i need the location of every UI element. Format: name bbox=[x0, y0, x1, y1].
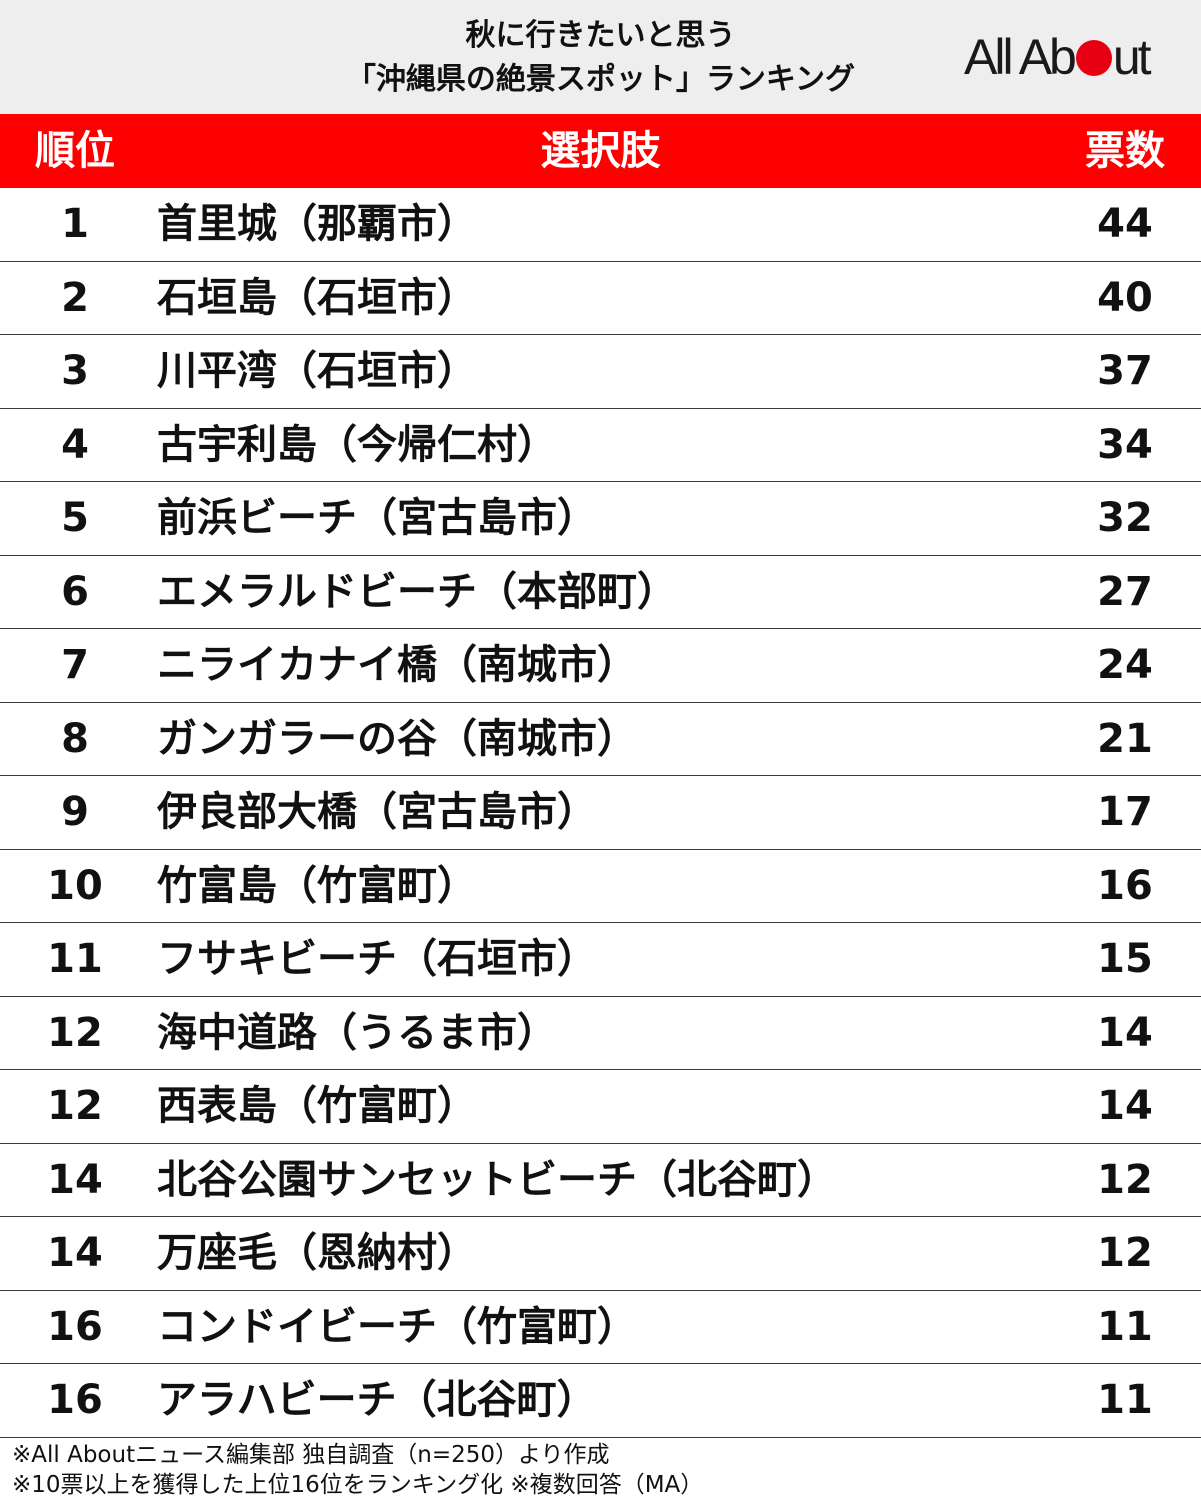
table-row: 7 ニライカナイ橋（南城市） 24 bbox=[0, 629, 1201, 703]
table-header: 順位 選択肢 票数 bbox=[0, 114, 1201, 188]
rank-cell: 12 bbox=[47, 1083, 103, 1129]
table-row: 16 コンドイビーチ（竹富町） 11 bbox=[0, 1291, 1201, 1364]
choice-cell: 海中道路（うるま市） bbox=[157, 1009, 557, 1056]
rank-cell: 16 bbox=[47, 1377, 103, 1423]
choice-cell: フサキビーチ（石垣市） bbox=[157, 936, 597, 982]
table-row: 4 古宇利島（今帰仁村） 34 bbox=[0, 409, 1201, 482]
rank-cell: 5 bbox=[61, 495, 89, 541]
column-header-rank: 順位 bbox=[35, 128, 115, 174]
rank-cell: 4 bbox=[61, 421, 89, 468]
votes-cell: 14 bbox=[1097, 1083, 1153, 1129]
rank-cell: 11 bbox=[47, 936, 103, 982]
rank-cell: 7 bbox=[61, 642, 89, 688]
votes-cell: 27 bbox=[1097, 568, 1153, 615]
votes-cell: 34 bbox=[1097, 421, 1153, 468]
table-row: 16 アラハビーチ（北谷町） 11 bbox=[0, 1364, 1201, 1438]
votes-cell: 11 bbox=[1097, 1377, 1153, 1423]
rank-cell: 3 bbox=[61, 348, 89, 394]
rank-cell: 12 bbox=[47, 1009, 103, 1056]
logo-text-end: ut bbox=[1112, 29, 1152, 85]
choice-cell: 古宇利島（今帰仁村） bbox=[157, 421, 557, 468]
votes-cell: 16 bbox=[1097, 862, 1153, 909]
chart-title: 秋に行きたいと思う 「沖縄県の絶景スポット」ランキング bbox=[0, 14, 1201, 102]
votes-cell: 17 bbox=[1097, 789, 1153, 835]
table-row: 5 前浜ビーチ（宮古島市） 32 bbox=[0, 482, 1201, 556]
footer-note-method: ※10票以上を獲得した上位16位をランキング化 ※複数回答（MA） bbox=[12, 1472, 704, 1498]
column-header-votes: 票数 bbox=[1085, 128, 1165, 174]
choice-cell: コンドイビーチ（竹富町） bbox=[157, 1303, 637, 1350]
all-about-logo: All Ab ut bbox=[964, 29, 1152, 85]
votes-cell: 37 bbox=[1097, 348, 1153, 394]
table-row: 2 石垣島（石垣市） 40 bbox=[0, 262, 1201, 335]
chart-title-line2: 「沖縄県の絶景スポット」ランキング bbox=[345, 62, 856, 97]
choice-cell: 首里城（那覇市） bbox=[157, 201, 477, 247]
rank-cell: 14 bbox=[47, 1230, 103, 1276]
choice-cell: 伊良部大橋（宮古島市） bbox=[157, 789, 597, 835]
rank-cell: 10 bbox=[47, 862, 103, 909]
footer-notes: ※All Aboutニュース編集部 独自調査（n=250）より作成 ※10票以上… bbox=[12, 1440, 703, 1500]
choice-cell: ニライカナイ橋（南城市） bbox=[157, 642, 637, 688]
table-row: 8 ガンガラーの谷（南城市） 21 bbox=[0, 703, 1201, 776]
choice-cell: 川平湾（石垣市） bbox=[157, 348, 477, 394]
choice-cell: 北谷公園サンセットビーチ（北谷町） bbox=[157, 1156, 837, 1203]
choice-cell: 竹富島（竹富町） bbox=[157, 862, 477, 909]
rank-cell: 16 bbox=[47, 1303, 103, 1350]
logo-text-start: All Ab bbox=[964, 29, 1077, 85]
title-bar: 秋に行きたいと思う 「沖縄県の絶景スポット」ランキング All Ab ut bbox=[0, 0, 1201, 114]
rank-cell: 2 bbox=[61, 274, 89, 321]
votes-cell: 24 bbox=[1097, 642, 1153, 688]
choice-cell: 万座毛（恩納村） bbox=[157, 1230, 477, 1276]
votes-cell: 12 bbox=[1097, 1156, 1153, 1203]
votes-cell: 32 bbox=[1097, 495, 1153, 541]
votes-cell: 44 bbox=[1097, 201, 1153, 247]
table-row: 3 川平湾（石垣市） 37 bbox=[0, 335, 1201, 409]
table-row: 12 海中道路（うるま市） 14 bbox=[0, 997, 1201, 1070]
table-row: 9 伊良部大橋（宮古島市） 17 bbox=[0, 776, 1201, 850]
table-row: 10 竹富島（竹富町） 16 bbox=[0, 850, 1201, 923]
table-row: 12 西表島（竹富町） 14 bbox=[0, 1070, 1201, 1144]
choice-cell: ガンガラーの谷（南城市） bbox=[157, 715, 637, 762]
choice-cell: 石垣島（石垣市） bbox=[157, 274, 477, 321]
rank-cell: 14 bbox=[47, 1156, 103, 1203]
table-row: 14 万座毛（恩納村） 12 bbox=[0, 1217, 1201, 1291]
choice-cell: アラハビーチ（北谷町） bbox=[157, 1377, 597, 1423]
rank-cell: 1 bbox=[61, 201, 89, 247]
ranking-table: 1 首里城（那覇市） 44 2 石垣島（石垣市） 40 3 川平湾（石垣市） 37 4 古宇利島（今… bbox=[0, 188, 1201, 1438]
table-row: 1 首里城（那覇市） 44 bbox=[0, 188, 1201, 262]
footer-note-source: ※All Aboutニュース編集部 独自調査（n=250）より作成 bbox=[12, 1442, 610, 1468]
rank-cell: 9 bbox=[61, 789, 89, 835]
logo-dot-icon bbox=[1075, 40, 1112, 76]
column-header-choice: 選択肢 bbox=[540, 128, 661, 174]
chart-title-line1: 秋に行きたいと思う bbox=[465, 18, 736, 53]
choice-cell: エメラルドビーチ（本部町） bbox=[157, 568, 677, 615]
rank-cell: 8 bbox=[61, 715, 89, 762]
votes-cell: 21 bbox=[1097, 715, 1153, 762]
table-row: 14 北谷公園サンセットビーチ（北谷町） 12 bbox=[0, 1144, 1201, 1217]
choice-cell: 西表島（竹富町） bbox=[157, 1083, 477, 1129]
votes-cell: 14 bbox=[1097, 1009, 1153, 1056]
votes-cell: 12 bbox=[1097, 1230, 1153, 1276]
table-row: 6 エメラルドビーチ（本部町） 27 bbox=[0, 556, 1201, 629]
table-row: 11 フサキビーチ（石垣市） 15 bbox=[0, 923, 1201, 997]
rank-cell: 6 bbox=[61, 568, 89, 615]
choice-cell: 前浜ビーチ（宮古島市） bbox=[157, 495, 597, 541]
votes-cell: 15 bbox=[1097, 936, 1153, 982]
votes-cell: 40 bbox=[1097, 274, 1153, 321]
votes-cell: 11 bbox=[1097, 1303, 1153, 1350]
